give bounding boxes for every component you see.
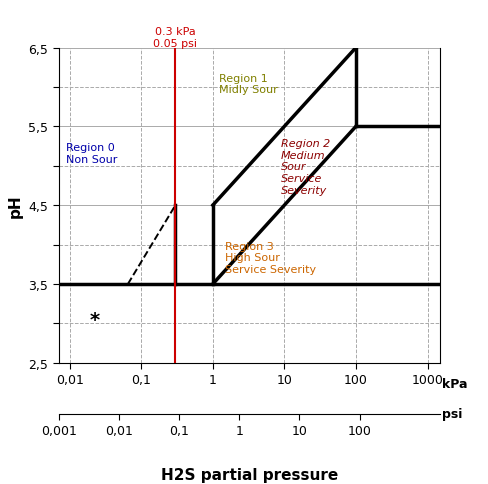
Text: Region 2
Medium
Sour
Service
Severity: Region 2 Medium Sour Service Severity — [281, 139, 330, 195]
Text: *: * — [89, 310, 99, 329]
Text: Region 3
High Sour
Service Severity: Region 3 High Sour Service Severity — [225, 241, 316, 274]
Text: psi: psi — [441, 408, 462, 420]
Text: Region 0
Non Sour: Region 0 Non Sour — [66, 143, 118, 165]
Text: 0.3 kPa
0.05 psi: 0.3 kPa 0.05 psi — [153, 27, 197, 48]
Text: kPa: kPa — [441, 377, 467, 390]
Text: Region 1
Midly Sour: Region 1 Midly Sour — [218, 74, 277, 95]
Y-axis label: pH: pH — [8, 194, 22, 217]
Text: H2S partial pressure: H2S partial pressure — [161, 467, 337, 482]
